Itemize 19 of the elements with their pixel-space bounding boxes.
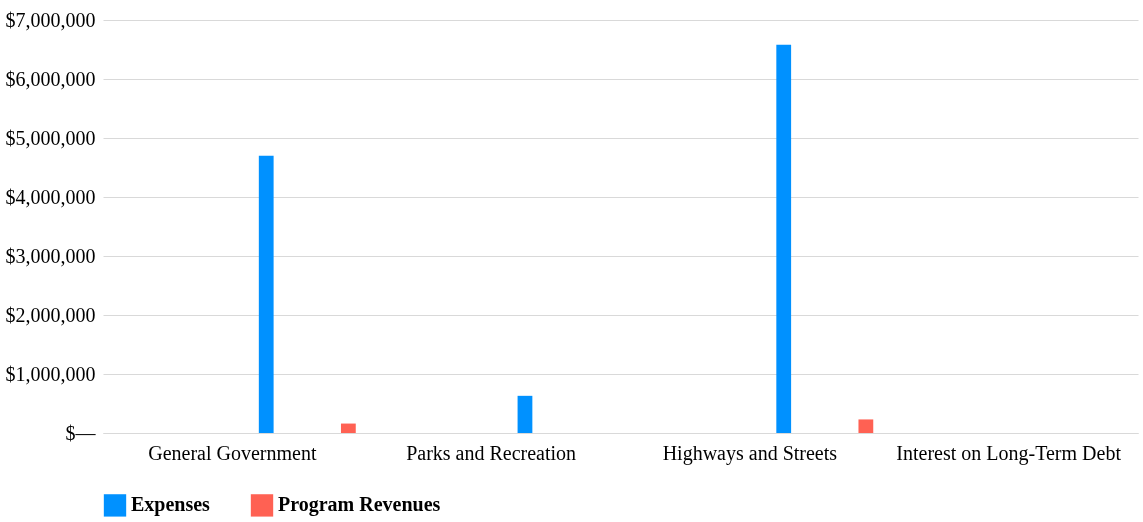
legend-label: Program Revenues bbox=[278, 493, 441, 517]
y-tick-label: $7,000,000 bbox=[5, 8, 96, 31]
y-tick-label: $5,000,000 bbox=[5, 126, 96, 149]
y-tick-label: $2,000,000 bbox=[5, 303, 96, 326]
y-tick-label: $— bbox=[65, 421, 97, 444]
y-tick-label: $4,000,000 bbox=[5, 185, 96, 208]
y-tick-label: $1,000,000 bbox=[5, 362, 96, 385]
x-tick-label: Highways and Streets bbox=[662, 441, 838, 465]
x-tick-label: General Government bbox=[148, 441, 317, 464]
y-tick-label: $3,000,000 bbox=[5, 244, 96, 267]
bar bbox=[776, 44, 792, 433]
bar bbox=[258, 155, 274, 433]
bar bbox=[517, 395, 533, 433]
bar bbox=[340, 423, 356, 433]
bar bbox=[858, 419, 874, 433]
x-tick-label: Parks and Recreation bbox=[406, 441, 577, 464]
y-tick-label: $6,000,000 bbox=[5, 67, 96, 90]
legend-label: Expenses bbox=[131, 493, 211, 517]
x-tick-label: Interest on Long-Term Debt bbox=[896, 441, 1122, 465]
